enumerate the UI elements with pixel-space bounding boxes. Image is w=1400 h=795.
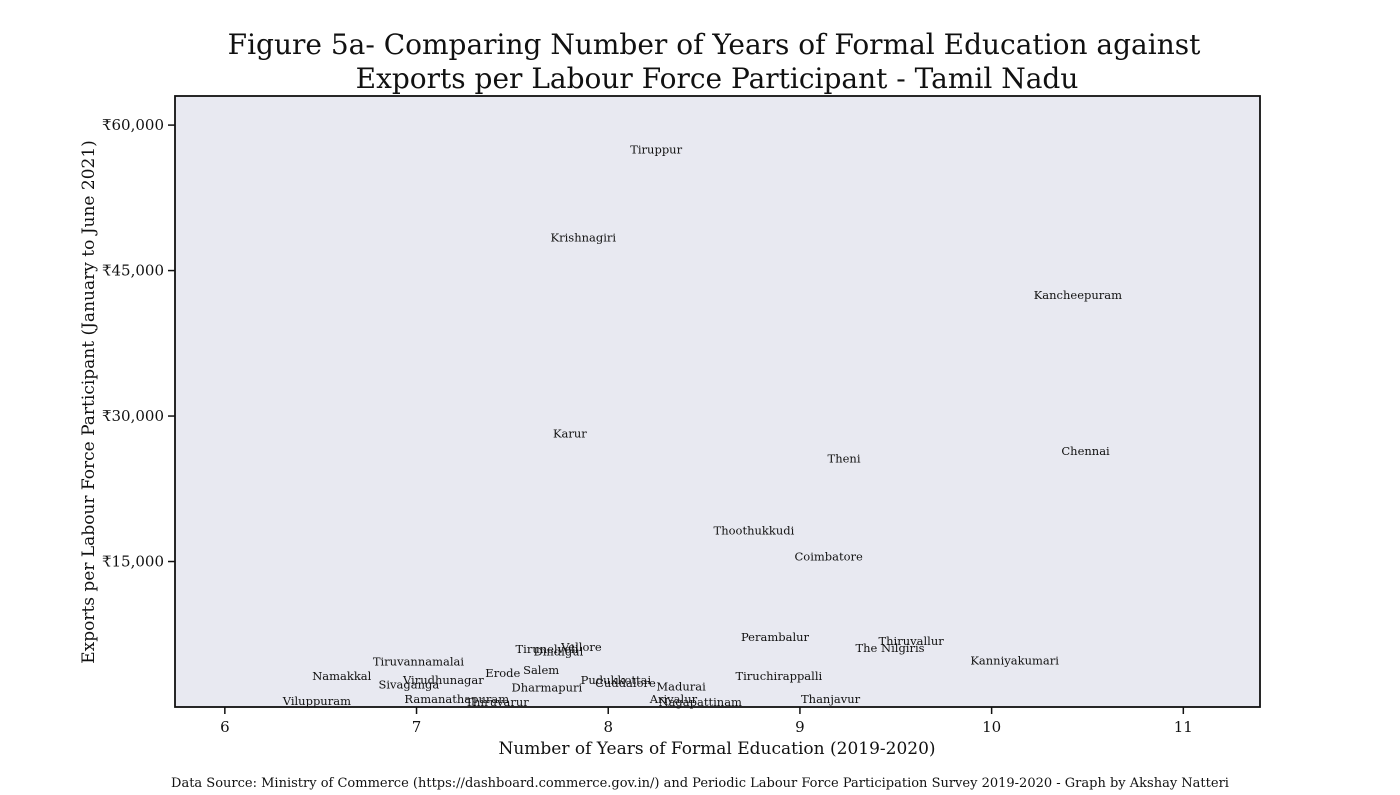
data-point-label: Dharmapuri	[512, 681, 583, 695]
x-tick-label: 11	[1174, 718, 1193, 736]
data-point-label: Nagapattinam	[659, 695, 743, 709]
x-tick-label: 9	[795, 718, 805, 736]
data-point-label: Pudukkottai	[581, 673, 652, 687]
plot-frame	[174, 95, 1261, 708]
x-tick-label: 6	[220, 718, 230, 736]
data-point-label: Erode	[485, 666, 520, 680]
data-point-label: Tiruvannamalai	[373, 654, 465, 668]
data-point-label: Ramanathapuram	[404, 692, 509, 706]
data-point-label: Thoothukkudi	[714, 523, 795, 537]
data-point-label: Thiruvarur	[465, 695, 529, 709]
y-axis: ₹15,000 ₹30,000 ₹45,000 ₹60,000	[102, 116, 175, 571]
data-point-label: Kanniyakumari	[970, 653, 1059, 667]
data-point-label: Dindigul	[533, 645, 583, 659]
plot-area	[175, 96, 1260, 707]
data-point-label: Ariyalur	[649, 692, 698, 706]
data-point-label: Theni	[828, 452, 861, 466]
data-point-label: Namakkal	[312, 669, 371, 683]
x-axis: 6 7 8 9 10 11	[220, 707, 1193, 736]
y-tick-label: ₹15,000	[102, 553, 164, 571]
x-tick-label: 8	[603, 718, 613, 736]
y-axis-label: Exports per Labour Force Participant (Ja…	[79, 140, 99, 664]
data-point-label: Thiruvallur	[878, 634, 944, 648]
data-point-label: Krishnagiri	[551, 231, 617, 245]
chart-title-line-1: Figure 5a- Comparing Number of Years of …	[228, 28, 1201, 61]
data-point-label: Karur	[553, 427, 587, 441]
data-source-note: Data Source: Ministry of Commerce (https…	[171, 776, 1229, 791]
y-tick-label: ₹60,000	[102, 116, 164, 134]
chart-title-line-2: Exports per Labour Force Participant - T…	[356, 62, 1079, 95]
data-point-label: Coimbatore	[794, 550, 863, 564]
data-point-label: Salem	[523, 663, 559, 677]
data-point-label: Kancheepuram	[1034, 288, 1122, 302]
data-point-label: Tirunelveli	[515, 642, 578, 656]
data-point-label: Cuddalore	[595, 676, 656, 690]
data-point-label: Tiruppur	[630, 142, 682, 156]
y-tick-label: ₹45,000	[102, 262, 164, 280]
data-point-label: Sivaganga	[378, 678, 439, 692]
data-point-label: Chennai	[1061, 444, 1110, 458]
data-point-label: Madurai	[656, 680, 706, 694]
y-tick-label: ₹30,000	[102, 407, 164, 425]
data-point-label: The Nilgiris	[855, 641, 924, 655]
x-tick-label: 10	[982, 718, 1001, 736]
x-tick-label: 7	[412, 718, 422, 736]
data-point-label: Thanjavur	[801, 692, 861, 706]
x-axis-label: Number of Years of Formal Education (201…	[498, 739, 935, 759]
data-point-label: Virudhunagar	[402, 673, 484, 687]
data-labels: Tiruppur Krishnagiri Kancheepuram Karur Then…	[282, 142, 1122, 709]
data-point-label: Viluppuram	[282, 694, 351, 708]
data-point-label: Tiruchirappalli	[735, 669, 822, 683]
data-point-label: Vellore	[560, 640, 602, 654]
data-point-label: Perambalur	[741, 630, 810, 644]
